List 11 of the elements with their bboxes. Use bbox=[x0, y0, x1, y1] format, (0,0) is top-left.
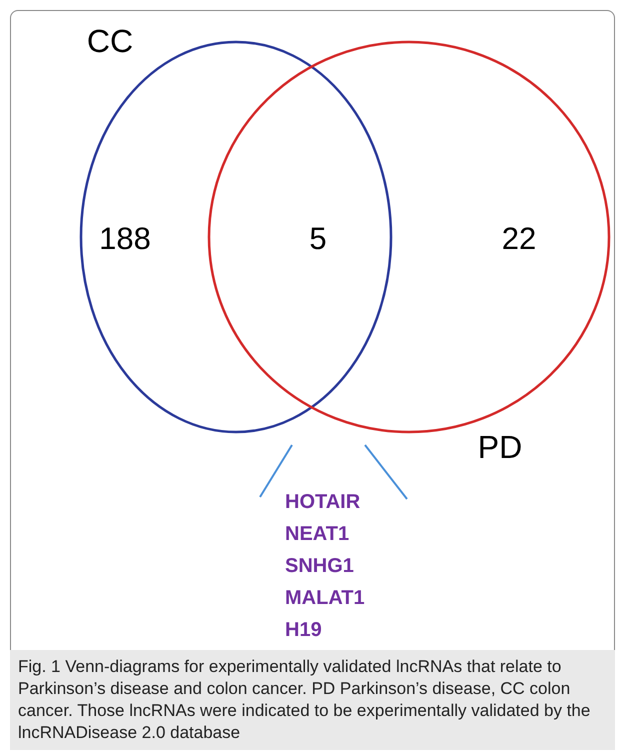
data-label: 22 bbox=[502, 221, 536, 256]
text: SNHG1 bbox=[285, 555, 354, 577]
text: MALAT1 bbox=[285, 587, 365, 609]
text: NEAT1 bbox=[285, 523, 350, 545]
text: PD bbox=[478, 429, 522, 465]
data-label: 188 bbox=[99, 221, 151, 256]
caption: Fig. 1 Venn-diagrams for experimentally validated lncRNAs that relate to Parkinson’s disease and colon cancer. PD Parkinson’s disease, CC colon cancer. Those lncRNAs were indicated to be experimentally validated by the lncRNADisease 2.0 database bbox=[10, 650, 615, 750]
text: H19 bbox=[285, 619, 322, 641]
data-label: 5 bbox=[309, 221, 327, 256]
text: HOTAIR bbox=[285, 491, 361, 513]
text: CC bbox=[86, 23, 134, 59]
